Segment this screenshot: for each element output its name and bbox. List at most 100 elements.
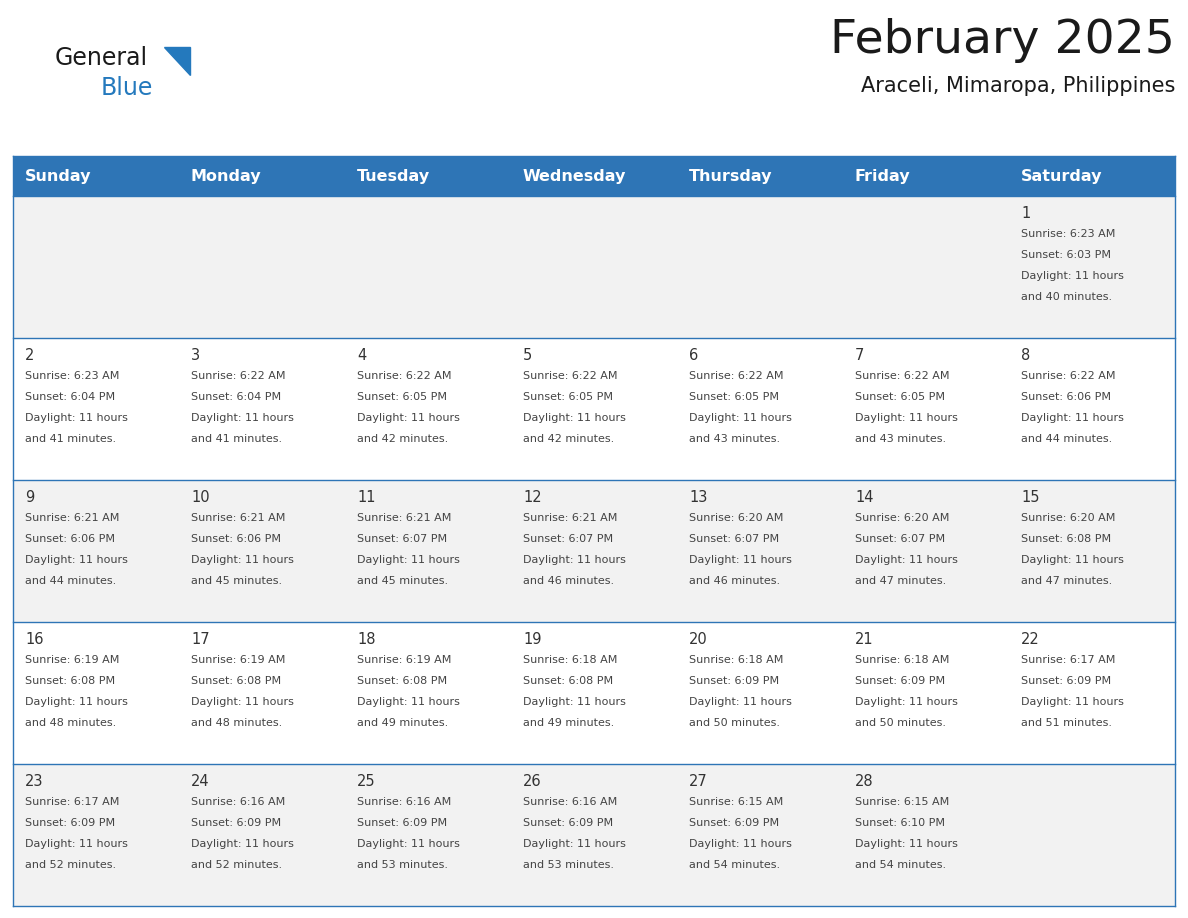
Bar: [179, 622, 345, 764]
Text: Sunrise: 6:23 AM: Sunrise: 6:23 AM: [25, 371, 119, 381]
Text: Sunset: 6:09 PM: Sunset: 6:09 PM: [523, 818, 613, 828]
Text: Sunrise: 6:22 AM: Sunrise: 6:22 AM: [523, 371, 618, 381]
Text: 11: 11: [358, 490, 375, 505]
Text: Monday: Monday: [191, 169, 261, 184]
Text: 3: 3: [191, 348, 200, 363]
Bar: [511, 338, 677, 480]
Bar: [179, 156, 345, 196]
Text: Sunset: 6:09 PM: Sunset: 6:09 PM: [1020, 676, 1111, 686]
Text: Sunrise: 6:22 AM: Sunrise: 6:22 AM: [358, 371, 451, 381]
Bar: [677, 196, 843, 338]
Text: Daylight: 11 hours: Daylight: 11 hours: [191, 697, 293, 707]
Text: 2: 2: [25, 348, 34, 363]
Text: and 49 minutes.: and 49 minutes.: [358, 718, 448, 728]
Bar: [677, 480, 843, 622]
Text: Sunset: 6:09 PM: Sunset: 6:09 PM: [689, 676, 779, 686]
Text: Daylight: 11 hours: Daylight: 11 hours: [25, 413, 128, 423]
Text: Sunset: 6:08 PM: Sunset: 6:08 PM: [1020, 534, 1111, 544]
Text: Wednesday: Wednesday: [523, 169, 626, 184]
Text: Sunset: 6:07 PM: Sunset: 6:07 PM: [523, 534, 613, 544]
Text: and 50 minutes.: and 50 minutes.: [689, 718, 781, 728]
Bar: [345, 156, 511, 196]
Text: 16: 16: [25, 632, 44, 647]
Text: 1: 1: [1020, 206, 1030, 221]
Text: Daylight: 11 hours: Daylight: 11 hours: [523, 697, 626, 707]
Text: Sunrise: 6:21 AM: Sunrise: 6:21 AM: [358, 513, 451, 523]
Text: Araceli, Mimaropa, Philippines: Araceli, Mimaropa, Philippines: [860, 76, 1175, 96]
Text: Sunset: 6:07 PM: Sunset: 6:07 PM: [358, 534, 447, 544]
Text: Daylight: 11 hours: Daylight: 11 hours: [358, 839, 460, 849]
Bar: [1009, 480, 1175, 622]
Polygon shape: [164, 47, 190, 75]
Bar: [511, 480, 677, 622]
Text: February 2025: February 2025: [830, 18, 1175, 63]
Text: Daylight: 11 hours: Daylight: 11 hours: [689, 697, 792, 707]
Text: Tuesday: Tuesday: [358, 169, 430, 184]
Text: Sunset: 6:06 PM: Sunset: 6:06 PM: [1020, 392, 1111, 402]
Text: Sunset: 6:08 PM: Sunset: 6:08 PM: [25, 676, 115, 686]
Bar: [843, 480, 1009, 622]
Text: and 54 minutes.: and 54 minutes.: [689, 860, 781, 870]
Text: Blue: Blue: [101, 76, 153, 100]
Text: 26: 26: [523, 774, 542, 789]
Text: and 53 minutes.: and 53 minutes.: [358, 860, 448, 870]
Text: and 44 minutes.: and 44 minutes.: [25, 576, 116, 586]
Text: Daylight: 11 hours: Daylight: 11 hours: [25, 839, 128, 849]
Text: Sunrise: 6:16 AM: Sunrise: 6:16 AM: [358, 797, 451, 807]
Bar: [13, 764, 179, 906]
Bar: [677, 338, 843, 480]
Bar: [345, 480, 511, 622]
Text: Sunrise: 6:15 AM: Sunrise: 6:15 AM: [689, 797, 783, 807]
Text: 28: 28: [855, 774, 873, 789]
Bar: [843, 156, 1009, 196]
Text: and 52 minutes.: and 52 minutes.: [25, 860, 116, 870]
Text: Sunset: 6:10 PM: Sunset: 6:10 PM: [855, 818, 944, 828]
Text: Sunset: 6:06 PM: Sunset: 6:06 PM: [191, 534, 282, 544]
Bar: [345, 196, 511, 338]
Text: Sunrise: 6:22 AM: Sunrise: 6:22 AM: [1020, 371, 1116, 381]
Text: Daylight: 11 hours: Daylight: 11 hours: [358, 697, 460, 707]
Text: and 48 minutes.: and 48 minutes.: [191, 718, 283, 728]
Text: 22: 22: [1020, 632, 1040, 647]
Bar: [345, 338, 511, 480]
Text: 23: 23: [25, 774, 44, 789]
Text: Sunrise: 6:21 AM: Sunrise: 6:21 AM: [523, 513, 618, 523]
Text: and 47 minutes.: and 47 minutes.: [1020, 576, 1112, 586]
Bar: [13, 156, 179, 196]
Text: Sunrise: 6:22 AM: Sunrise: 6:22 AM: [191, 371, 285, 381]
Text: Sunrise: 6:16 AM: Sunrise: 6:16 AM: [191, 797, 285, 807]
Text: 17: 17: [191, 632, 209, 647]
Bar: [1009, 156, 1175, 196]
Text: Daylight: 11 hours: Daylight: 11 hours: [358, 555, 460, 565]
Text: Sunset: 6:04 PM: Sunset: 6:04 PM: [191, 392, 282, 402]
Bar: [179, 764, 345, 906]
Text: and 41 minutes.: and 41 minutes.: [25, 434, 116, 444]
Text: and 45 minutes.: and 45 minutes.: [191, 576, 282, 586]
Text: and 47 minutes.: and 47 minutes.: [855, 576, 947, 586]
Text: Sunset: 6:09 PM: Sunset: 6:09 PM: [358, 818, 447, 828]
Text: and 46 minutes.: and 46 minutes.: [523, 576, 614, 586]
Text: Sunset: 6:05 PM: Sunset: 6:05 PM: [689, 392, 779, 402]
Bar: [677, 156, 843, 196]
Bar: [13, 480, 179, 622]
Bar: [345, 622, 511, 764]
Text: Sunset: 6:09 PM: Sunset: 6:09 PM: [689, 818, 779, 828]
Text: and 44 minutes.: and 44 minutes.: [1020, 434, 1112, 444]
Text: Sunrise: 6:20 AM: Sunrise: 6:20 AM: [855, 513, 949, 523]
Text: 20: 20: [689, 632, 708, 647]
Text: Friday: Friday: [855, 169, 911, 184]
Text: and 46 minutes.: and 46 minutes.: [689, 576, 781, 586]
Text: 15: 15: [1020, 490, 1040, 505]
Text: Daylight: 11 hours: Daylight: 11 hours: [523, 413, 626, 423]
Text: Sunrise: 6:21 AM: Sunrise: 6:21 AM: [25, 513, 119, 523]
Bar: [1009, 622, 1175, 764]
Text: Thursday: Thursday: [689, 169, 772, 184]
Bar: [1009, 764, 1175, 906]
Text: and 40 minutes.: and 40 minutes.: [1020, 292, 1112, 302]
Text: Daylight: 11 hours: Daylight: 11 hours: [689, 839, 792, 849]
Bar: [179, 338, 345, 480]
Text: and 52 minutes.: and 52 minutes.: [191, 860, 282, 870]
Text: 5: 5: [523, 348, 532, 363]
Bar: [843, 622, 1009, 764]
Bar: [13, 622, 179, 764]
